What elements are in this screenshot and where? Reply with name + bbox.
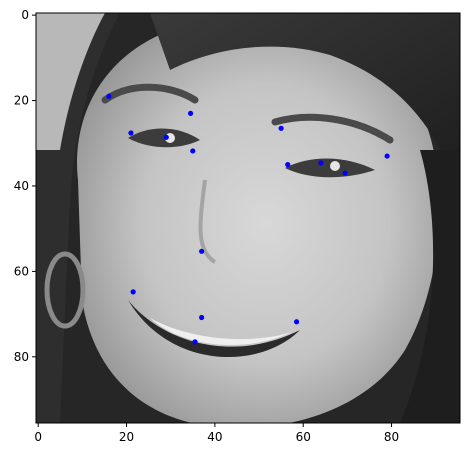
landmark-point <box>187 110 194 116</box>
x-tick-label: 80 <box>384 430 399 444</box>
x-tick-label: 40 <box>207 430 222 444</box>
plot-frame <box>35 12 461 424</box>
landmark-point <box>128 130 134 136</box>
landmark-point <box>130 289 136 295</box>
x-tick-label: 60 <box>296 430 311 444</box>
landmark-point <box>342 170 348 176</box>
background-image <box>36 13 460 423</box>
x-tick-label: 20 <box>119 430 134 444</box>
landmark-point <box>285 162 291 168</box>
y-tick-label: 60 <box>14 264 29 278</box>
landmark-point <box>163 134 169 140</box>
landmark-point <box>190 148 196 154</box>
landmark-point <box>192 339 198 345</box>
y-tick-label: 20 <box>14 94 29 108</box>
landmark-point <box>199 248 205 254</box>
landmark-point <box>106 93 112 99</box>
landmark-point <box>293 319 300 325</box>
landmark-point <box>318 160 324 166</box>
landmark-point <box>199 314 205 321</box>
landmark-point <box>278 125 284 131</box>
x-tick-label: 0 <box>34 430 42 444</box>
y-tick-label: 0 <box>21 8 29 22</box>
landmark-point <box>384 153 390 159</box>
y-tick-label: 40 <box>14 179 29 193</box>
y-tick-label: 80 <box>14 350 29 364</box>
axis-ticks: 0 20 40 60 80 0 20 40 60 80 <box>14 8 399 444</box>
landmark-points <box>106 93 390 345</box>
